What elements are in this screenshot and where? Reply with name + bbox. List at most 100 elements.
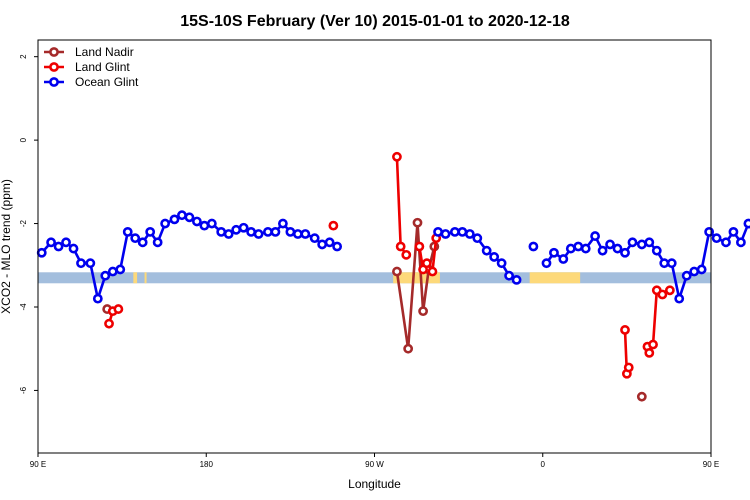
data-point	[115, 264, 126, 275]
y-tick-label: -2	[19, 219, 28, 227]
data-point	[651, 245, 662, 256]
y-tick-label: -4	[19, 303, 28, 311]
legend-item: Land Nadir	[44, 45, 134, 59]
data-point	[46, 237, 56, 248]
legend-marker	[49, 62, 59, 72]
land-mask	[38, 272, 711, 284]
data-point	[449, 226, 460, 237]
data-point	[332, 241, 343, 252]
x-tick-label: 90 E	[703, 460, 719, 469]
data-point	[421, 258, 432, 269]
ocean-band	[38, 272, 711, 284]
data-point	[104, 318, 114, 329]
data-point	[68, 243, 79, 254]
data-point	[414, 241, 425, 252]
data-point	[412, 217, 423, 228]
data-point	[61, 237, 71, 248]
data-point	[565, 243, 576, 254]
legend-marker	[49, 47, 59, 57]
data-point	[309, 233, 320, 244]
data-point	[504, 270, 514, 281]
legend-item: Ocean Glint	[44, 75, 139, 89]
data-point	[704, 226, 715, 237]
data-point	[177, 210, 187, 221]
series-line	[545, 221, 750, 300]
data-point	[620, 325, 630, 335]
data-point	[392, 151, 402, 162]
data-point	[53, 241, 64, 252]
data-point	[285, 226, 296, 237]
data-point	[681, 270, 692, 281]
data-point	[36, 247, 47, 258]
data-point	[300, 229, 311, 239]
data-point	[253, 229, 264, 239]
y-axis: 2 0 -2 -4 -6	[19, 54, 38, 394]
land-span	[393, 272, 440, 284]
data-point	[496, 258, 507, 269]
data-point	[206, 218, 217, 229]
data-point	[216, 226, 227, 237]
data-point	[648, 339, 658, 350]
data-point	[145, 226, 156, 237]
data-point	[223, 229, 234, 239]
data-point	[590, 231, 600, 241]
data-point	[627, 237, 638, 248]
data-point	[597, 245, 608, 256]
data-point	[401, 249, 412, 260]
data-point	[489, 252, 500, 262]
series-land-glint	[104, 151, 675, 379]
x-axis: 90 E 180 90 W 0 90 E	[30, 453, 719, 469]
data-point	[403, 343, 414, 354]
data-point	[721, 237, 731, 248]
data-point	[160, 218, 171, 229]
data-point	[464, 229, 475, 239]
data-point	[184, 212, 195, 223]
data-point	[169, 214, 180, 225]
data-point	[192, 216, 202, 227]
x-tick-label: 90 W	[365, 460, 384, 469]
data-point	[711, 233, 722, 244]
y-tick-label: 0	[19, 137, 28, 142]
data-point	[277, 218, 288, 229]
data-point	[122, 226, 133, 237]
y-tick-label: 2	[19, 54, 28, 59]
land-span	[133, 272, 138, 284]
chart-title: 15S-10S February (Ver 10) 2015-01-01 to …	[180, 13, 570, 30]
legend-marker	[49, 77, 59, 87]
data-point	[674, 293, 685, 304]
data-point	[137, 237, 148, 248]
data-point	[573, 241, 584, 252]
data-point	[317, 239, 328, 250]
data-point	[659, 258, 670, 269]
data-point	[666, 258, 677, 269]
data-point	[76, 258, 86, 269]
legend-label: Land Glint	[75, 60, 130, 74]
data-point	[664, 285, 675, 296]
data-point	[736, 237, 746, 248]
data-point	[231, 224, 242, 235]
data-point	[620, 247, 630, 258]
data-point	[328, 220, 339, 231]
data-point	[270, 226, 281, 237]
data-point	[238, 222, 249, 233]
series-line	[395, 156, 408, 256]
data-point	[152, 237, 163, 248]
data-point	[107, 266, 118, 277]
y-axis-label: XCO2 - MLO trend (ppm)	[0, 179, 13, 314]
data-point	[100, 270, 111, 281]
x-tick-label: 90 E	[30, 460, 46, 469]
data-point	[481, 245, 492, 256]
data-point	[113, 304, 124, 314]
data-point	[457, 226, 468, 237]
data-point	[92, 293, 103, 304]
legend-item: Land Glint	[44, 60, 130, 74]
data-point	[427, 266, 438, 277]
data-point	[644, 237, 655, 248]
data-point	[528, 241, 539, 252]
data-point	[85, 258, 96, 269]
y-tick-label: -6	[19, 386, 28, 394]
legend-label: Ocean Glint	[75, 75, 139, 89]
data-point	[418, 306, 429, 317]
